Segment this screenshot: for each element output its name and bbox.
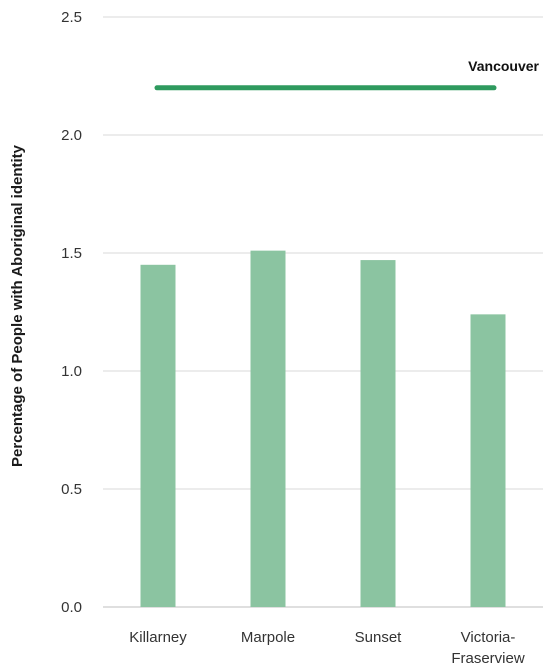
x-tick-labels: Killarney Marpole Sunset Victoria-Fraservie… [129,629,525,667]
bar [360,260,396,607]
y-tick-label: 1.5 [61,245,82,262]
y-tick-label: 0.0 [61,599,82,616]
y-tick-label: 0.5 [61,481,82,498]
bar [140,264,176,607]
reference-line-label: Vancouver [468,58,539,74]
y-tick-label: 2.5 [61,9,82,26]
x-tick-label: Victoria-Fraserview [451,629,525,667]
y-tick-label: 1.0 [61,363,82,380]
y-tick-labels: 0.0 0.5 1.0 1.5 2.0 2.5 [61,9,82,616]
x-tick-label: Sunset [355,629,403,646]
gridlines [103,16,543,608]
x-tick-label: Killarney [129,629,187,646]
bars [140,250,506,607]
y-axis-title: Percentage of People with Aboriginal ide… [9,144,26,467]
bar [470,314,506,607]
x-tick-label: Marpole [241,629,295,646]
reference-line-group: Vancouver [154,58,540,91]
bar [250,250,286,607]
y-tick-label: 2.0 [61,127,82,144]
